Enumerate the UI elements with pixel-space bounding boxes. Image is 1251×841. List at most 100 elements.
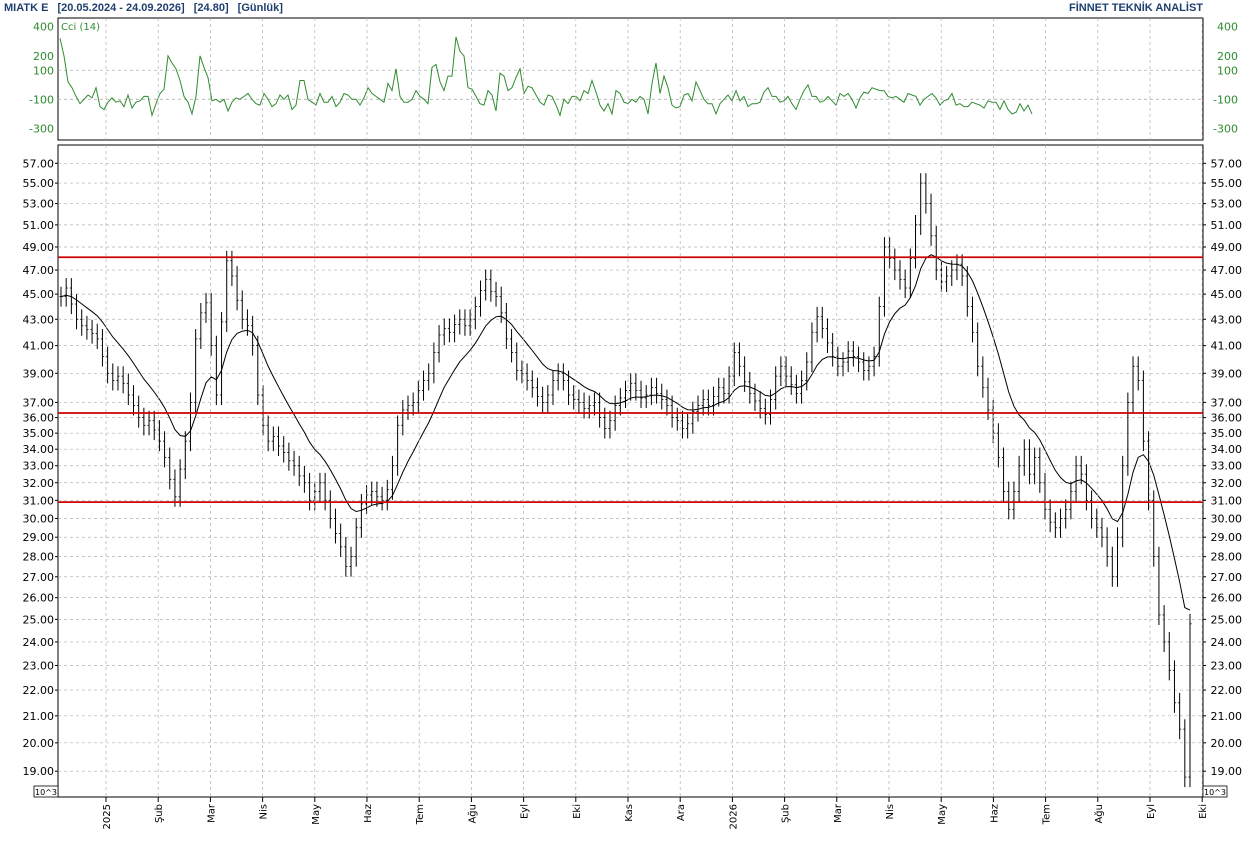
price-tick-label-right: 20.00 <box>1211 737 1243 750</box>
x-tick-label: Ara <box>676 804 687 821</box>
price-tick-label-right: 34.00 <box>1211 443 1243 456</box>
ticker-symbol: MIATK E <box>4 2 49 14</box>
price-tick-label-left: 39.00 <box>23 367 55 380</box>
cci-title: Cci (14) <box>61 22 100 33</box>
cci-tick-label-left: 200 <box>33 50 54 63</box>
x-tick-label: Eki <box>1198 804 1209 819</box>
x-tick-label: Nis <box>259 804 270 819</box>
price-tick-label-right: 36.00 <box>1211 412 1243 425</box>
price-tick-label-right: 22.00 <box>1211 684 1243 697</box>
x-tick-label: 2026 <box>728 804 739 829</box>
price-tick-label-left: 31.00 <box>23 494 55 507</box>
cci-tick-label-right: -300 <box>1213 122 1238 135</box>
price-tick-label-left: 23.00 <box>23 659 55 672</box>
cci-panel <box>57 17 1204 141</box>
unit-label-right: 10^3 <box>1204 788 1226 797</box>
price-tick-label-right: 19.00 <box>1211 765 1243 778</box>
x-tick-label: Ağu <box>466 804 478 824</box>
cci-tick-label-right: 100 <box>1217 64 1238 77</box>
brand-label: FİNNET TEKNİK ANALİST <box>1068 2 1203 14</box>
price-tick-label-right: 30.00 <box>1211 512 1243 525</box>
price-tick-label-left: 30.00 <box>23 512 55 525</box>
price-tick-label-right: 23.00 <box>1211 659 1243 672</box>
x-tick-label: Kas <box>624 804 635 822</box>
cci-tick-label-left: -300 <box>29 122 54 135</box>
unit-label-left: 10^3 <box>35 788 57 797</box>
cci-series <box>59 36 1033 118</box>
x-tick-label: Mar <box>833 803 844 823</box>
unit-box-left <box>33 785 59 798</box>
x-tick-label: Mar <box>206 803 217 823</box>
price-tick-label-left: 28.00 <box>23 551 55 564</box>
price-tick-label-left: 43.00 <box>23 313 55 326</box>
price-tick-label-left: 51.00 <box>23 219 55 232</box>
x-tick-label: Haz <box>989 804 1000 823</box>
unit-box-right <box>1202 785 1228 798</box>
cci-tick-label-left: -100 <box>29 93 54 106</box>
price-tick-label-left: 24.00 <box>23 636 55 649</box>
cci-tick-label-right: -100 <box>1213 93 1238 106</box>
price-tick-label-right: 49.00 <box>1211 241 1243 254</box>
price-tick-label-right: 41.00 <box>1211 340 1243 353</box>
price-tick-label-left: 45.00 <box>23 288 55 301</box>
price-tick-label-right: 51.00 <box>1211 219 1243 232</box>
support-resistance-lines <box>58 256 1203 504</box>
price-tick-label-right: 29.00 <box>1211 531 1243 544</box>
price-tick-label-left: 21.00 <box>23 710 55 723</box>
moving-average-line <box>60 254 1191 611</box>
price-tick-label-right: 57.00 <box>1211 157 1243 170</box>
x-tick-label: Eyl <box>520 804 531 819</box>
x-tick-label: Tem <box>415 804 426 825</box>
cci-tick-label-right: 200 <box>1217 50 1238 63</box>
price-tick-label-right: 27.00 <box>1211 571 1243 584</box>
price-tick-label-left: 25.00 <box>23 613 55 626</box>
x-tick-label: Eki <box>572 804 583 819</box>
x-axis: 2025 Şub Mar Nis May Haz Tem Ağu Eyl Eki Kas Ara 202… <box>102 18 1209 829</box>
period-label: [Günlük] <box>237 2 283 14</box>
price-tick-label-right: 47.00 <box>1211 264 1243 277</box>
price-tick-label-left: 47.00 <box>23 264 55 277</box>
price-tick-label-left: 22.00 <box>23 684 55 697</box>
x-tick-label: May <box>937 804 948 825</box>
price-tick-label-right: 32.00 <box>1211 477 1243 490</box>
price-tick-label-right: 35.00 <box>1211 427 1243 440</box>
price-tick-label-left: 49.00 <box>23 241 55 254</box>
date-range: [20.05.2024 - 24.09.2026] <box>57 2 185 14</box>
cci-tick-label-left: 100 <box>33 64 54 77</box>
price-tick-label-right: 33.00 <box>1211 460 1243 473</box>
price-tick-label-right: 39.00 <box>1211 367 1243 380</box>
price-panel <box>57 144 1204 798</box>
price-tick-label-left: 29.00 <box>23 531 55 544</box>
price-tick-label-right: 53.00 <box>1211 198 1243 211</box>
price-tick-label-right: 28.00 <box>1211 551 1243 564</box>
price-tick-label-left: 33.00 <box>23 460 55 473</box>
price-y-axis: 57.00 57.00 55.00 55.00 53.00 53.00 51.00 51.00… <box>23 157 1243 778</box>
cci-tick-label-left: 400 <box>33 21 54 34</box>
price-tick-label-left: 53.00 <box>23 198 55 211</box>
price-tick-label-right: 25.00 <box>1211 613 1243 626</box>
x-tick-label: Eyl <box>1146 804 1157 819</box>
price-tick-label-right: 55.00 <box>1211 177 1243 190</box>
price-tick-label-left: 20.00 <box>23 737 55 750</box>
price-tick-label-left: 55.00 <box>23 177 55 190</box>
price-tick-label-left: 57.00 <box>23 157 55 170</box>
price-tick-label-left: 37.00 <box>23 396 55 409</box>
x-tick-label: Şub <box>154 804 165 823</box>
price-tick-label-right: 24.00 <box>1211 636 1243 649</box>
price-tick-label-left: 27.00 <box>23 571 55 584</box>
price-bars <box>59 173 1192 788</box>
x-tick-label: Şub <box>781 804 792 823</box>
cci-grid <box>58 69 1203 100</box>
chart-header-info: MIATK E [20.05.2024 - 24.09.2026] [24.80… <box>4 2 283 14</box>
price-tick-label-right: 37.00 <box>1211 396 1243 409</box>
x-tick-label: May <box>311 804 322 825</box>
moving-average-series <box>60 254 1191 611</box>
last-price: [24.80] <box>193 2 229 14</box>
cci-line <box>59 36 1033 118</box>
price-tick-label-right: 43.00 <box>1211 313 1243 326</box>
price-tick-label-left: 26.00 <box>23 592 55 605</box>
x-tick-label: 2025 <box>102 804 113 829</box>
